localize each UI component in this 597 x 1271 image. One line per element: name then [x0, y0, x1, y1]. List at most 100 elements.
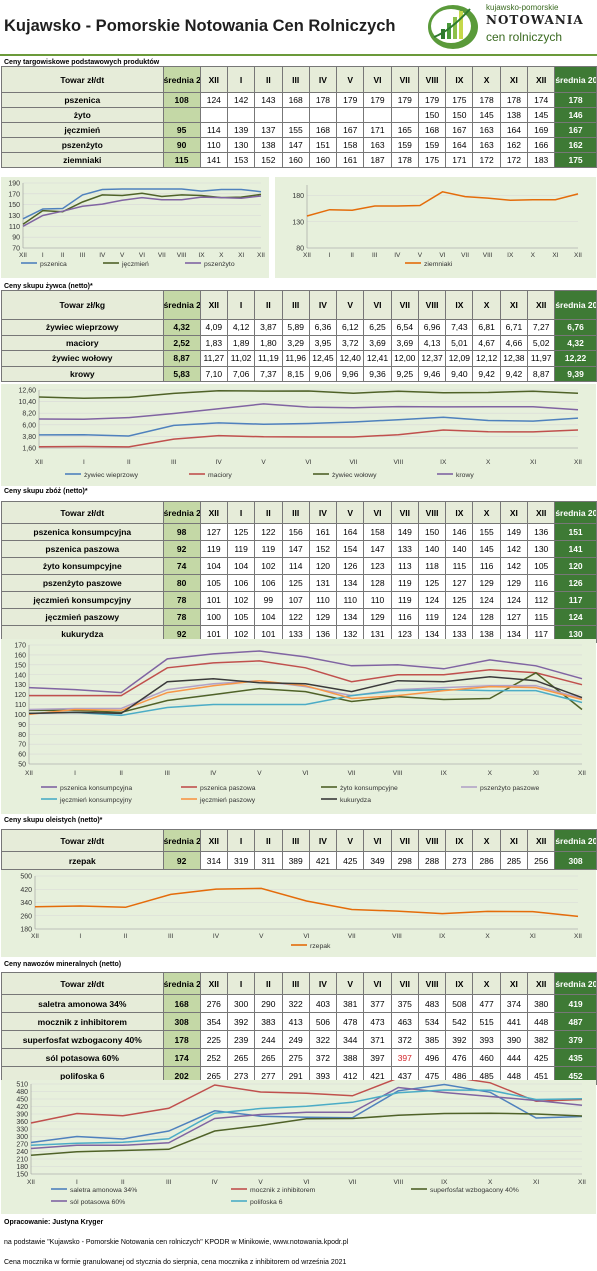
- legend-label: jęczmień paszowy: [199, 797, 256, 804]
- row-value: 171: [363, 122, 392, 138]
- row-value: 11,27: [199, 350, 228, 367]
- row-value: 372: [308, 1048, 338, 1067]
- row-value: 104: [226, 557, 256, 575]
- header-month: VI: [363, 66, 392, 93]
- row-value: 3,69: [363, 334, 392, 351]
- row-value: 125: [445, 591, 474, 609]
- x-tick-label: VII: [348, 770, 356, 777]
- row-value: 375: [390, 994, 419, 1013]
- x-tick-label: II: [124, 933, 128, 940]
- row-value: 413: [281, 1012, 310, 1031]
- row-value: 150: [417, 523, 447, 541]
- row-value: 134: [336, 574, 365, 592]
- x-tick-label: III: [372, 252, 378, 259]
- row-value: 6,96: [417, 319, 447, 336]
- header-month: IX: [445, 501, 474, 524]
- row-value: 119: [390, 591, 419, 609]
- row-value: 147: [281, 540, 310, 558]
- row-value: 179: [336, 92, 365, 108]
- row-value: 104: [199, 557, 228, 575]
- row-value: 3,29: [281, 334, 310, 351]
- row-value: 288: [417, 851, 447, 870]
- series-line-2: [30, 1112, 583, 1157]
- row-value: 116: [390, 608, 419, 626]
- row-value: 4,66: [499, 334, 529, 351]
- row-value: 506: [308, 1012, 338, 1031]
- row-value: 9,25: [390, 365, 419, 382]
- header-month: II: [254, 829, 283, 852]
- row-value: 273: [445, 851, 474, 870]
- y-tick-label: 70: [18, 742, 26, 749]
- table-row: pszenica konsumpcyjna 98 127 125 122 156 161 16…: [1, 523, 597, 541]
- row-value: 126: [336, 557, 365, 575]
- logo-top-text: kujawsko-pomorskie: [486, 3, 559, 12]
- row-value: 382: [527, 1030, 556, 1049]
- x-tick-label: VI: [302, 770, 308, 777]
- x-tick-label: XII: [31, 933, 39, 940]
- row-name: żyto konsumpcyjne: [1, 557, 164, 575]
- row-value: 107: [281, 591, 310, 609]
- section-title-zywiec: Ceny skupu żywca (netto)*: [4, 283, 93, 290]
- row-value: 120: [308, 557, 338, 575]
- row-value: 319: [226, 851, 256, 870]
- row-name: żywiec wołowy: [1, 350, 164, 367]
- row-value: [390, 107, 419, 123]
- row-value: 388: [336, 1048, 365, 1067]
- row-value: 112: [527, 591, 556, 609]
- row-value: 168: [417, 122, 447, 138]
- row-value: 397: [363, 1048, 392, 1067]
- row-value: 4,13: [417, 334, 447, 351]
- x-tick-label: XII: [19, 252, 27, 259]
- row-srednia-2: 178: [554, 92, 597, 108]
- y-tick-label: 190: [8, 181, 20, 188]
- chart-1: 80 130 180 XII I II III IV V VI VII VIII IX X XI XII zie…: [275, 177, 596, 278]
- row-value: 389: [281, 851, 310, 870]
- table-row: superfosfat wzbogacony 40% 178 225 239 244 24…: [1, 1030, 597, 1049]
- series-line-2: [29, 671, 583, 714]
- x-tick-label: IX: [507, 252, 514, 259]
- y-tick-label: 340: [20, 900, 32, 907]
- row-value: 114: [281, 557, 310, 575]
- row-value: 119: [417, 608, 447, 626]
- row-value: 3,72: [336, 334, 365, 351]
- x-tick-label: X: [531, 252, 536, 259]
- header-month: I: [226, 829, 256, 852]
- y-tick-label: 80: [296, 246, 304, 253]
- row-srednia-1: 95: [162, 122, 201, 138]
- y-tick-label: 130: [292, 219, 304, 226]
- row-value: 139: [226, 122, 256, 138]
- row-value: [281, 107, 310, 123]
- row-value: 129: [363, 608, 392, 626]
- row-srednia-1: 174: [162, 1048, 201, 1067]
- x-tick-label: II: [121, 1179, 125, 1186]
- table-row: saletra amonowa 34% 168 276 300 290 322 403 381…: [1, 994, 597, 1013]
- row-value: 105: [199, 574, 228, 592]
- table-row: rzepak 92 314 319 311 389 421 425 349 298 288 273 28…: [1, 851, 597, 870]
- x-tick-label: VIII: [177, 252, 187, 259]
- header-towar: Towar zł/dt: [1, 972, 164, 995]
- row-value: 265: [226, 1048, 256, 1067]
- row-value: 136: [308, 625, 338, 643]
- series-line-3: [28, 679, 583, 711]
- row-srednia-2: 141: [554, 540, 597, 558]
- legend-label: żywiec wołowy: [332, 472, 377, 479]
- row-value: 478: [336, 1012, 365, 1031]
- row-value: 377: [363, 994, 392, 1013]
- header-month: XI: [499, 66, 529, 93]
- row-value: 174: [527, 92, 556, 108]
- row-srednia-2: 146: [554, 107, 597, 123]
- table-row: pszenica 108 124 142 143 168 178 179 179 179 179 17…: [1, 92, 597, 108]
- y-tick-label: 150: [16, 1172, 28, 1179]
- row-value: 1,89: [226, 334, 256, 351]
- y-tick-label: 150: [8, 202, 20, 209]
- row-value: 122: [281, 608, 310, 626]
- row-value: 3,69: [390, 334, 419, 351]
- x-tick-label: IV: [216, 459, 223, 466]
- y-tick-label: 50: [18, 762, 26, 769]
